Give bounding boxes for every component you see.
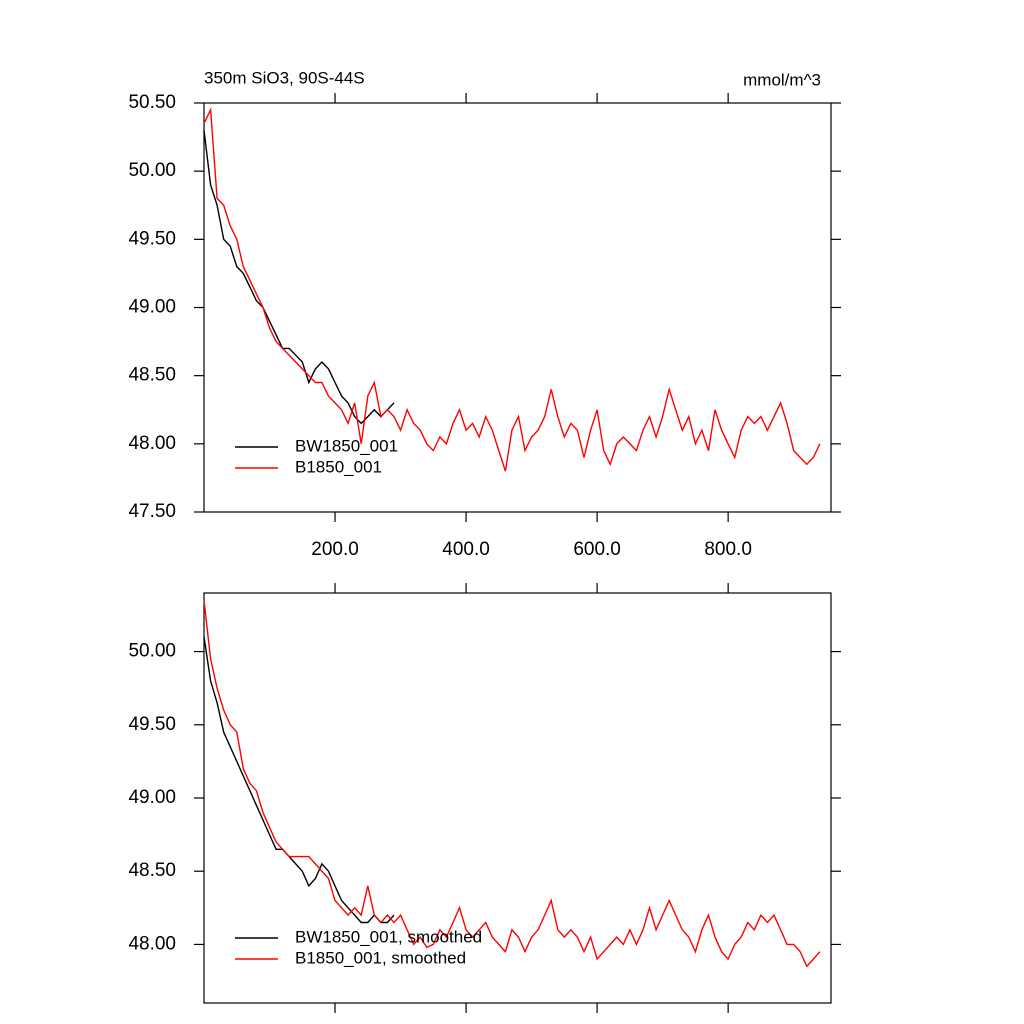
legend-label: B1850_001 — [295, 457, 382, 476]
y-tick-label: 50.00 — [128, 160, 176, 181]
y-tick-label: 49.50 — [128, 714, 176, 735]
y-tick-label: 48.00 — [128, 933, 176, 954]
series-line — [203, 600, 821, 968]
x-tick-label: 600.0 — [573, 539, 621, 560]
y-tick-label: 47.50 — [128, 501, 176, 522]
x-tick-label: 400.0 — [442, 539, 490, 560]
y-tick-label: 48.00 — [128, 433, 176, 454]
y-tick-label: 50.00 — [128, 641, 176, 662]
units-label: mmol/m^3 — [743, 70, 821, 89]
y-tick-label: 48.50 — [128, 365, 176, 386]
y-tick-label: 50.50 — [128, 92, 176, 113]
x-tick-label: 800.0 — [704, 539, 752, 560]
legend-label: BW1850_001, smoothed — [295, 927, 482, 946]
x-tick-label: 200.0 — [311, 539, 359, 560]
legend-label: B1850_001, smoothed — [295, 948, 466, 967]
series-line — [203, 636, 395, 924]
y-tick-label: 49.00 — [128, 297, 176, 318]
series-line — [203, 107, 821, 472]
chart-title: 350m SiO3, 90S-44S — [204, 68, 365, 87]
y-tick-label: 49.00 — [128, 787, 176, 808]
series-line — [203, 130, 395, 425]
y-tick-label: 48.50 — [128, 860, 176, 881]
y-tick-label: 49.50 — [128, 228, 176, 249]
legend-label: BW1850_001 — [295, 436, 398, 455]
